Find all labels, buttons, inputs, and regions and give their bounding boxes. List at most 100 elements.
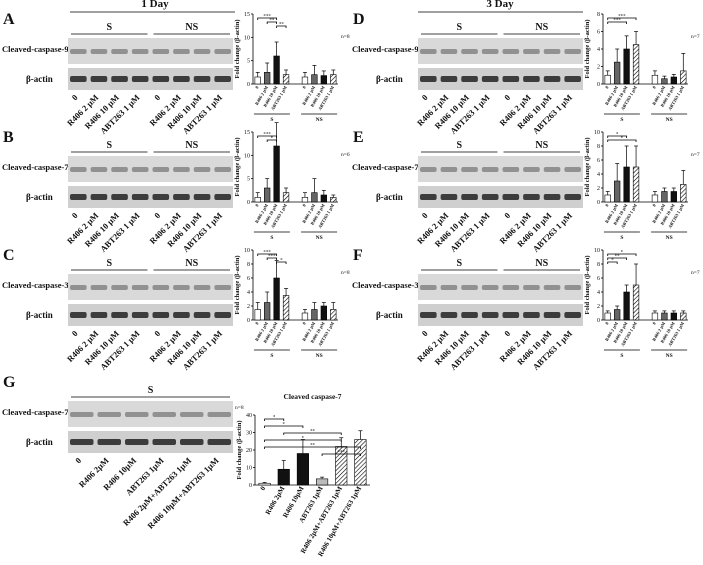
blot-label: Cleaved-caspase-7	[2, 162, 69, 172]
y-tick-label: 0	[247, 200, 250, 206]
blot-band	[193, 285, 211, 290]
blot-band	[543, 49, 561, 54]
y-axis-label: Fold change (β-actin)	[236, 420, 243, 479]
blot-band	[523, 194, 540, 200]
blot-band	[111, 312, 128, 318]
lane-label: 0	[502, 210, 512, 220]
blot-band	[90, 194, 108, 200]
group-label: S	[620, 117, 623, 123]
blot	[68, 186, 233, 208]
significance-bracket	[607, 253, 637, 256]
x-tick-label: 0	[254, 202, 260, 207]
blot-label: Cleaved-caspase-7	[352, 162, 419, 172]
group-label: NS	[666, 117, 673, 123]
blot	[68, 68, 233, 90]
significance-bracket	[264, 446, 361, 449]
y-tick-label: 0	[597, 318, 600, 324]
bar	[670, 191, 677, 203]
bar	[254, 76, 261, 85]
blot-band	[543, 76, 561, 82]
blot-band	[420, 167, 437, 172]
significance-bracket	[257, 135, 278, 138]
significance-label: ***	[263, 133, 271, 138]
blot-band	[131, 49, 149, 54]
y-tick-label: 0	[247, 82, 250, 88]
blot-band	[173, 76, 190, 82]
group-label: NS	[316, 117, 323, 123]
group-label: S	[106, 258, 112, 269]
bar	[335, 446, 348, 486]
bar	[316, 478, 329, 486]
significance-bracket	[607, 17, 637, 20]
bar	[661, 78, 668, 85]
panel-letter: E	[353, 129, 364, 146]
y-tick-label: 5	[247, 177, 250, 183]
blot-band	[523, 285, 540, 290]
group-label: S	[456, 258, 462, 269]
group-label: NS	[535, 258, 548, 269]
y-axis-label: Fold change (β-actin)	[584, 137, 591, 196]
blot-band	[125, 439, 149, 445]
group-label: S	[106, 22, 112, 33]
bar	[330, 197, 337, 203]
y-tick-label: 10	[246, 466, 252, 472]
blot-band	[90, 76, 108, 82]
blot-band	[461, 49, 478, 54]
bar	[301, 76, 309, 85]
blot-band	[90, 167, 108, 172]
bar	[264, 187, 271, 203]
blot-band	[193, 167, 211, 172]
header: 1 Day	[141, 0, 169, 10]
y-tick-label: 15	[244, 130, 250, 136]
n-label: n=7	[691, 34, 700, 40]
blot-band	[131, 285, 149, 290]
blot	[418, 186, 583, 208]
y-tick-label: 4	[597, 172, 600, 178]
blot-band	[502, 76, 520, 82]
blot-band	[90, 285, 108, 290]
group-label: NS	[666, 235, 673, 241]
blot-band	[420, 285, 437, 290]
blot-band	[152, 76, 170, 82]
bar	[254, 309, 261, 321]
y-axis-label: Fold change (β-actin)	[234, 19, 241, 78]
y-tick-label: 4	[597, 290, 600, 296]
blot-band	[70, 49, 87, 54]
bar	[277, 468, 290, 486]
bar	[311, 309, 318, 321]
x-tick-label: 0	[604, 202, 610, 207]
n-label: n=8	[341, 34, 350, 40]
y-tick-label: 15	[244, 12, 250, 18]
significance-bracket	[283, 432, 342, 435]
significance-label: ***	[263, 15, 271, 20]
significance-bracket	[264, 418, 285, 421]
group-label: S	[270, 235, 273, 241]
y-tick-label: 0	[249, 483, 252, 489]
x-tick-label: 0	[259, 485, 268, 492]
blot-band	[461, 76, 478, 82]
blot-label: Cleaved-caspase-9	[2, 44, 69, 54]
y-tick-label: 8	[597, 262, 600, 268]
loading-label: β-actin	[26, 437, 53, 447]
blot-band	[97, 412, 121, 417]
blot-band	[543, 194, 561, 200]
bar	[273, 145, 280, 203]
significance-label: **	[310, 444, 316, 449]
significance-bracket	[264, 425, 304, 428]
blot-band	[420, 194, 437, 200]
blot-band	[481, 167, 499, 172]
group-label: S	[456, 22, 462, 33]
bar	[354, 439, 367, 486]
group-label: NS	[666, 353, 673, 359]
y-tick-label: 8	[247, 262, 250, 268]
blot-band	[461, 285, 478, 290]
bar	[623, 48, 630, 85]
significance-label: *	[271, 137, 274, 142]
bar	[632, 44, 640, 85]
header: 3 Day	[486, 0, 514, 10]
significance-label: **	[310, 430, 316, 435]
blot-band	[131, 76, 149, 82]
blot-band	[461, 167, 478, 172]
blot-band	[440, 194, 458, 200]
significance-bracket	[276, 261, 287, 264]
